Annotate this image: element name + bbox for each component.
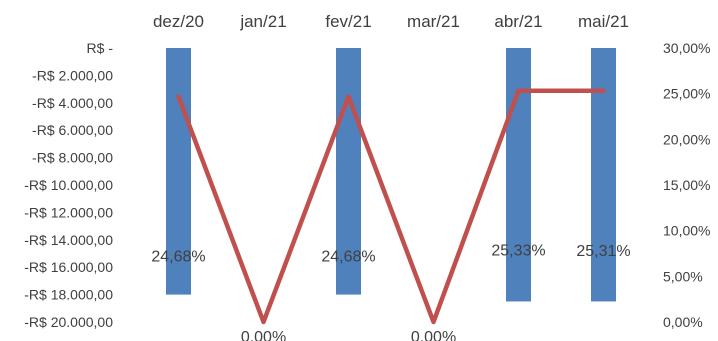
data-label: 25,33% [491,243,545,260]
right-tick-label: 0,00% [663,314,703,330]
right-tick-label: 30,00% [663,40,710,56]
data-label: 24,68% [151,249,205,266]
right-tick-label: 20,00% [663,131,710,147]
right-axis: 30,00% 25,00% 20,00% 15,00% 10,00% 5,00% 0,00% [663,40,710,330]
right-tick-label: 5,00% [663,268,703,284]
data-labels: 24,68% 0,00% 24,68% 0,00% 25,33% 25,31% [151,243,630,341]
left-tick-label: -R$ 8.000,00 [32,150,113,166]
right-tick-label: 10,00% [663,223,710,239]
bar [591,48,616,302]
category-axis: dez/20 jan/21 fev/21 mar/21 abr/21 mai/21 [153,12,629,31]
data-label: 25,31% [576,243,630,260]
left-tick-label: -R$ 18.000,00 [24,287,113,303]
data-label: 0,00% [241,329,286,341]
left-tick-label: -R$ 4.000,00 [32,95,113,111]
left-tick-label: R$ - [87,40,114,56]
left-tick-label: -R$ 20.000,00 [24,314,113,330]
series-line [176,88,606,325]
category-label: mar/21 [407,12,460,31]
category-label: fev/21 [325,12,371,31]
left-tick-label: -R$ 10.000,00 [24,177,113,193]
line-series [176,88,606,325]
data-label: 0,00% [411,329,456,341]
bar [336,48,361,295]
category-label: mai/21 [578,12,629,31]
right-tick-label: 25,00% [663,86,710,102]
category-label: dez/20 [153,12,204,31]
left-tick-label: -R$ 12.000,00 [24,204,113,220]
left-tick-label: -R$ 14.000,00 [24,232,113,248]
bar [506,48,531,302]
right-tick-label: 15,00% [663,177,710,193]
data-label: 24,68% [321,249,375,266]
left-axis: R$ - -R$ 2.000,00 -R$ 4.000,00 -R$ 6.000,00… [24,40,113,330]
left-tick-label: -R$ 16.000,00 [24,259,113,275]
left-tick-label: -R$ 6.000,00 [32,122,113,138]
category-label: abr/21 [494,12,542,31]
bar-series [166,48,616,302]
left-tick-label: -R$ 2.000,00 [32,67,113,83]
bar [166,48,191,295]
category-label: jan/21 [239,12,286,31]
